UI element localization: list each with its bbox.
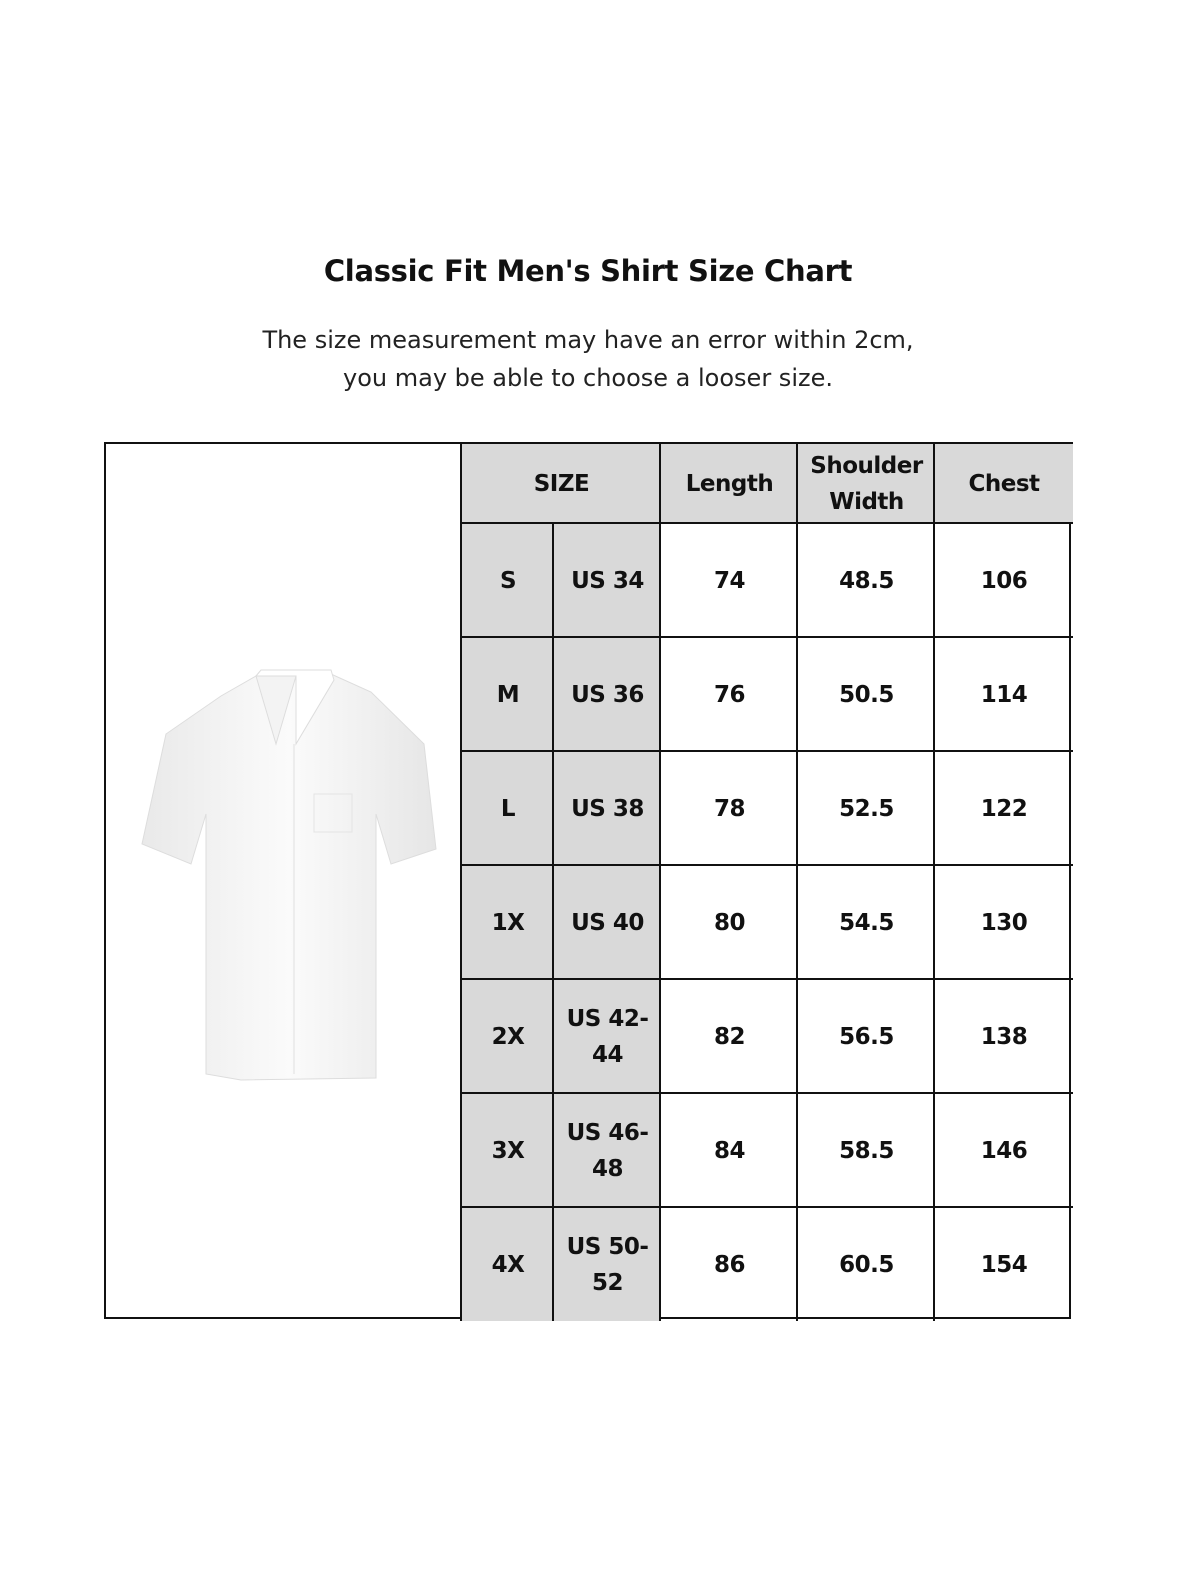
us-size-cell: US 42-44 (552, 978, 661, 1094)
size-cell: 2X (460, 978, 554, 1094)
shoulder-width-cell: 56.5 (796, 978, 935, 1094)
shoulder-width-cell: 54.5 (796, 864, 935, 980)
us-size-cell: US 50-52 (552, 1206, 661, 1321)
size-cell: S (460, 522, 554, 638)
size-cell: 4X (460, 1206, 554, 1321)
header-chest: Chest (933, 442, 1073, 524)
us-size-cell: US 34 (552, 522, 661, 638)
length-cell: 84 (659, 1092, 798, 1208)
length-cell: 76 (659, 636, 798, 752)
chest-cell: 154 (933, 1206, 1073, 1321)
us-size-cell: US 36 (552, 636, 661, 752)
length-cell: 80 (659, 864, 798, 980)
page-title: Classic Fit Men's Shirt Size Chart (323, 254, 853, 288)
shirt-image (106, 444, 462, 1317)
us-size-cell: US 46-48 (552, 1092, 661, 1208)
chest-cell: 138 (933, 978, 1073, 1094)
length-cell: 86 (659, 1206, 798, 1321)
shoulder-width-cell: 58.5 (796, 1092, 935, 1208)
shoulder-width-cell: 60.5 (796, 1206, 935, 1321)
subtitle-line-1: The size measurement may have an error w… (262, 326, 914, 354)
size-cell: L (460, 750, 554, 866)
chest-cell: 130 (933, 864, 1073, 980)
size-cell: 3X (460, 1092, 554, 1208)
shoulder-width-cell: 48.5 (796, 522, 935, 638)
size-table: SIZE Length Shoulder Width Chest S US 34 74 48.… (104, 442, 1073, 1321)
header-length: Length (659, 442, 798, 524)
subtitle-line-2: you may be able to choose a looser size. (343, 364, 833, 392)
chest-cell: 122 (933, 750, 1073, 866)
length-cell: 82 (659, 978, 798, 1094)
size-cell: 1X (460, 864, 554, 980)
length-cell: 74 (659, 522, 798, 638)
header-shoulder-width: Shoulder Width (796, 442, 935, 524)
chest-cell: 114 (933, 636, 1073, 752)
shirt-icon (141, 669, 437, 1081)
chest-cell: 106 (933, 522, 1073, 638)
us-size-cell: US 38 (552, 750, 661, 866)
size-cell: M (460, 636, 554, 752)
header-size: SIZE (460, 442, 661, 524)
shoulder-width-cell: 52.5 (796, 750, 935, 866)
us-size-cell: US 40 (552, 864, 661, 980)
chest-cell: 146 (933, 1092, 1073, 1208)
shoulder-width-cell: 50.5 (796, 636, 935, 752)
length-cell: 78 (659, 750, 798, 866)
